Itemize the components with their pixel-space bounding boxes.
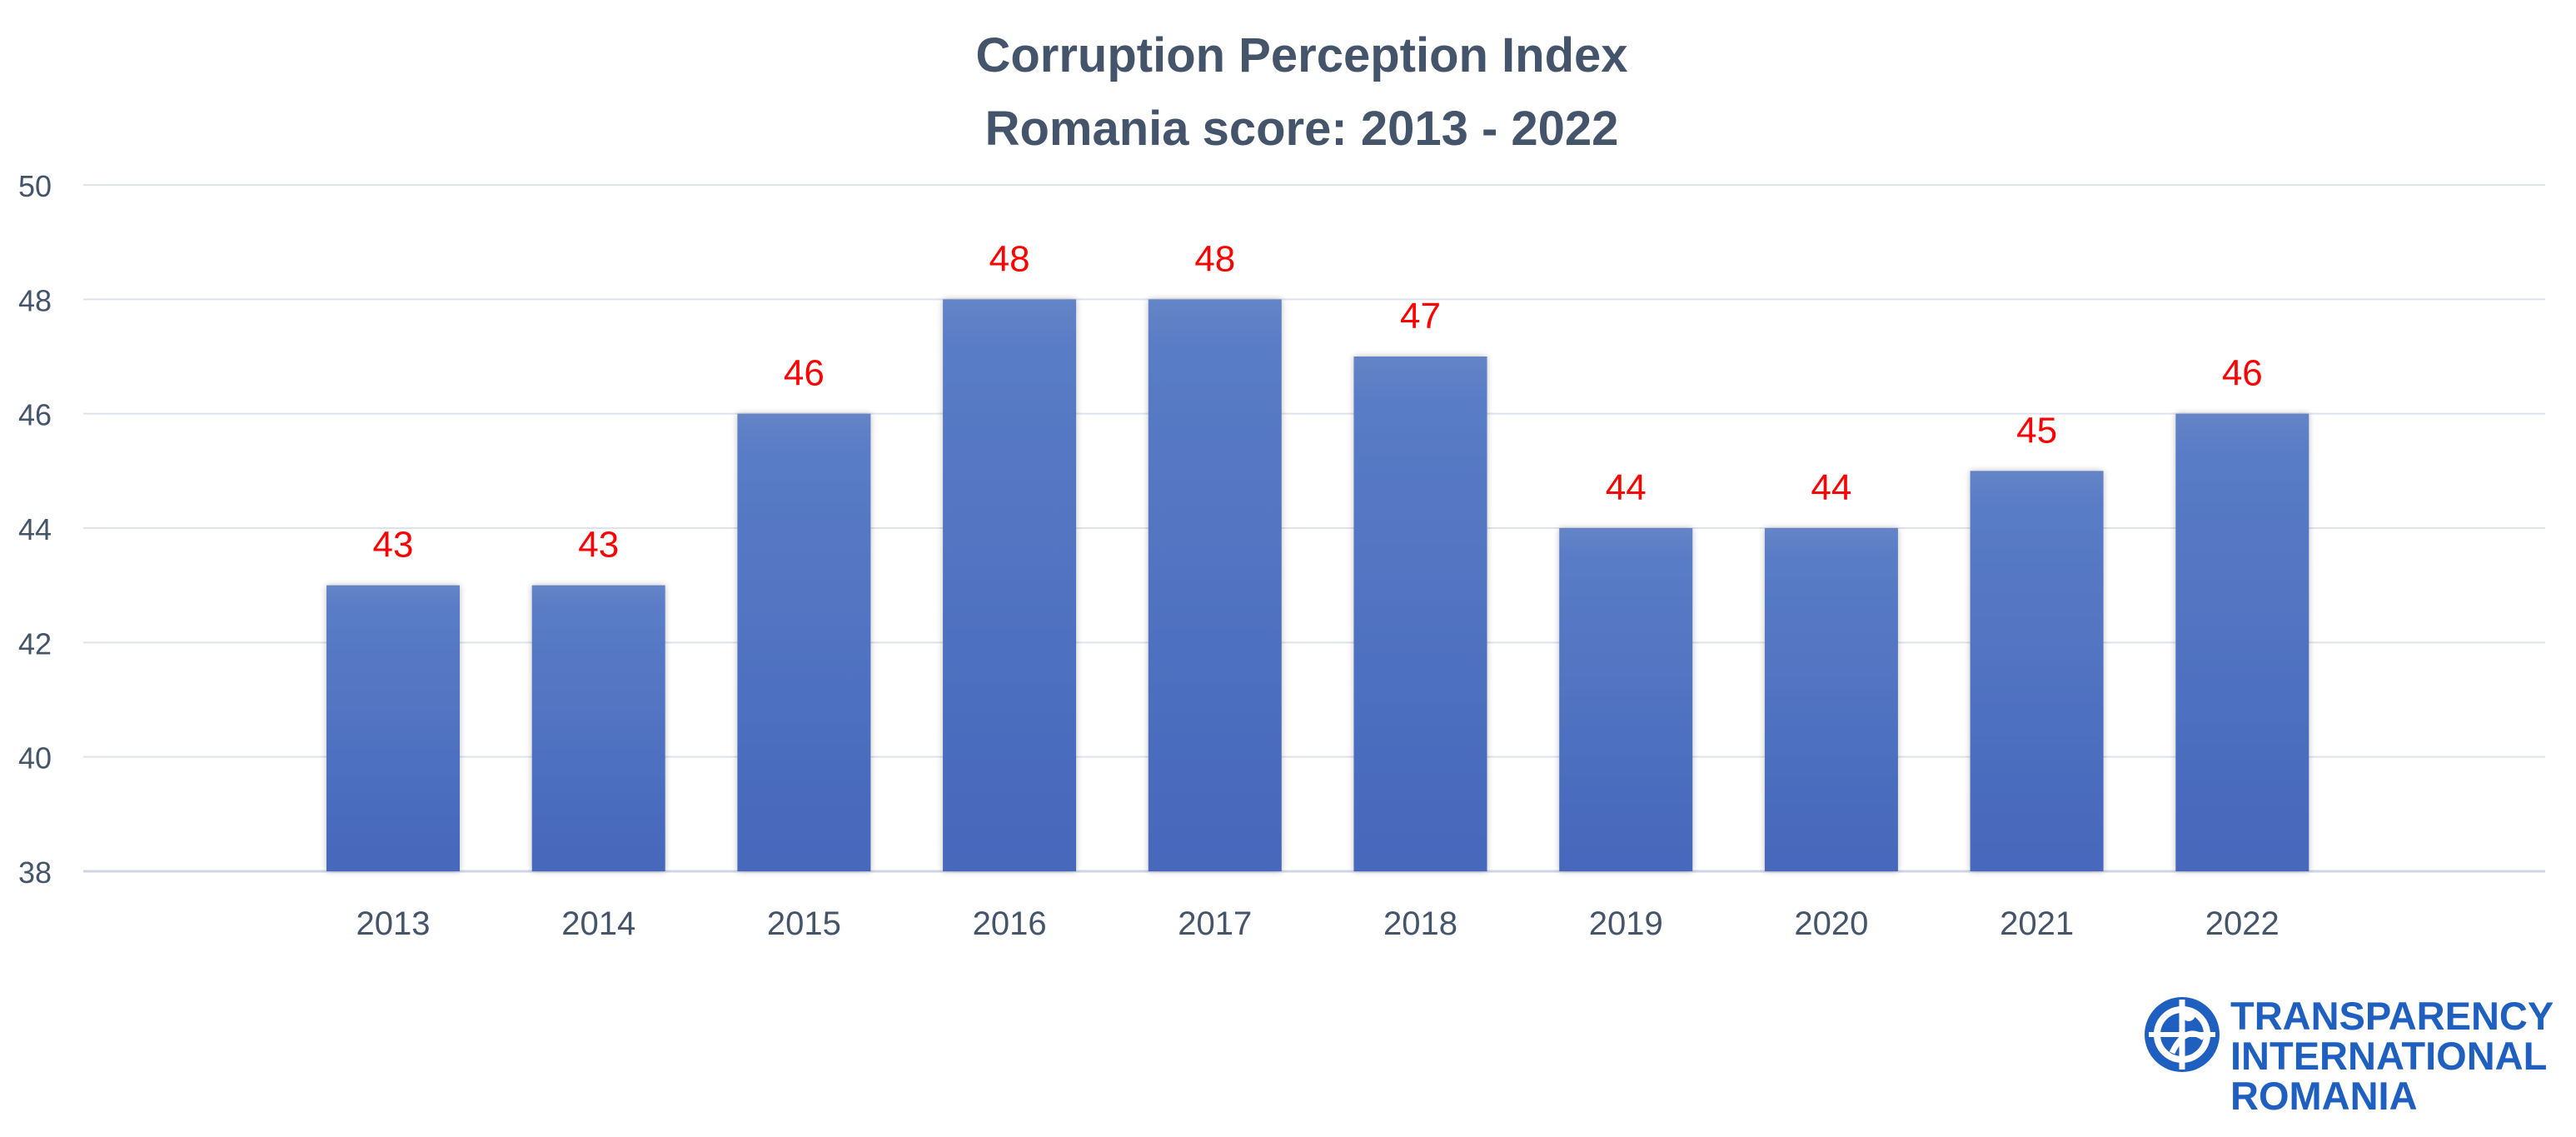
chart-title-line-2: Romania score: 2013 - 2022 xyxy=(985,102,1619,156)
transparency-international-logo: TRANSPARENCY INTERNATIONAL ROMANIA xyxy=(2145,994,2554,1118)
x-tick-label: 2013 xyxy=(356,905,431,942)
x-tick-label: 2020 xyxy=(1794,905,1868,942)
x-tick-label: 2018 xyxy=(1383,905,1457,942)
bar xyxy=(1764,528,1898,871)
y-tick-label: 44 xyxy=(18,512,52,546)
bar xyxy=(737,413,871,872)
data-label: 46 xyxy=(2222,353,2263,394)
x-tick-label: 2016 xyxy=(973,905,1047,942)
data-label: 46 xyxy=(784,353,825,394)
data-label: 48 xyxy=(989,238,1030,279)
x-tick-label: 2021 xyxy=(2000,905,2074,942)
x-axis-ticks: 2013 2014 2015 2016 2017 2018 2019 2020 2021 2022 xyxy=(356,905,2280,942)
bar xyxy=(1353,357,1487,871)
y-tick-label: 40 xyxy=(18,741,52,775)
logo-line-1: TRANSPARENCY xyxy=(2230,994,2554,1038)
bar xyxy=(531,585,665,871)
bar xyxy=(1559,528,1693,871)
chart-title: Corruption Perception Index Romania scor… xyxy=(975,28,1627,156)
globe-person-icon xyxy=(2145,997,2220,1072)
logo-line-2: INTERNATIONAL xyxy=(2230,1034,2547,1078)
data-label: 45 xyxy=(2016,410,2057,451)
bar xyxy=(1970,471,2104,871)
y-axis-ticks: 38 40 42 44 46 48 50 xyxy=(18,169,52,890)
data-label: 44 xyxy=(1811,467,1851,508)
y-tick-label: 38 xyxy=(18,855,52,890)
bar xyxy=(1148,299,1282,871)
bars xyxy=(326,299,2309,872)
x-tick-label: 2022 xyxy=(2205,905,2280,942)
data-label: 48 xyxy=(1194,238,1235,279)
data-labels: 43 43 46 48 48 47 44 44 45 46 xyxy=(373,238,2263,565)
x-tick-label: 2019 xyxy=(1589,905,1663,942)
y-tick-label: 48 xyxy=(18,283,52,317)
x-tick-label: 2014 xyxy=(561,905,635,942)
logo-line-3: ROMANIA xyxy=(2230,1074,2418,1118)
x-tick-label: 2015 xyxy=(767,905,841,942)
y-tick-label: 42 xyxy=(18,626,52,661)
data-label: 44 xyxy=(1606,467,1647,508)
data-label: 47 xyxy=(1400,296,1441,337)
y-tick-label: 46 xyxy=(18,398,52,432)
chart-title-line-1: Corruption Perception Index xyxy=(975,28,1627,82)
bar xyxy=(326,585,460,871)
data-label: 43 xyxy=(373,525,414,566)
bar xyxy=(2175,413,2309,872)
x-tick-label: 2017 xyxy=(1178,905,1252,942)
y-tick-label: 50 xyxy=(18,169,52,203)
data-label: 43 xyxy=(578,525,619,566)
bar xyxy=(943,299,1077,871)
gridlines xyxy=(83,184,2545,873)
